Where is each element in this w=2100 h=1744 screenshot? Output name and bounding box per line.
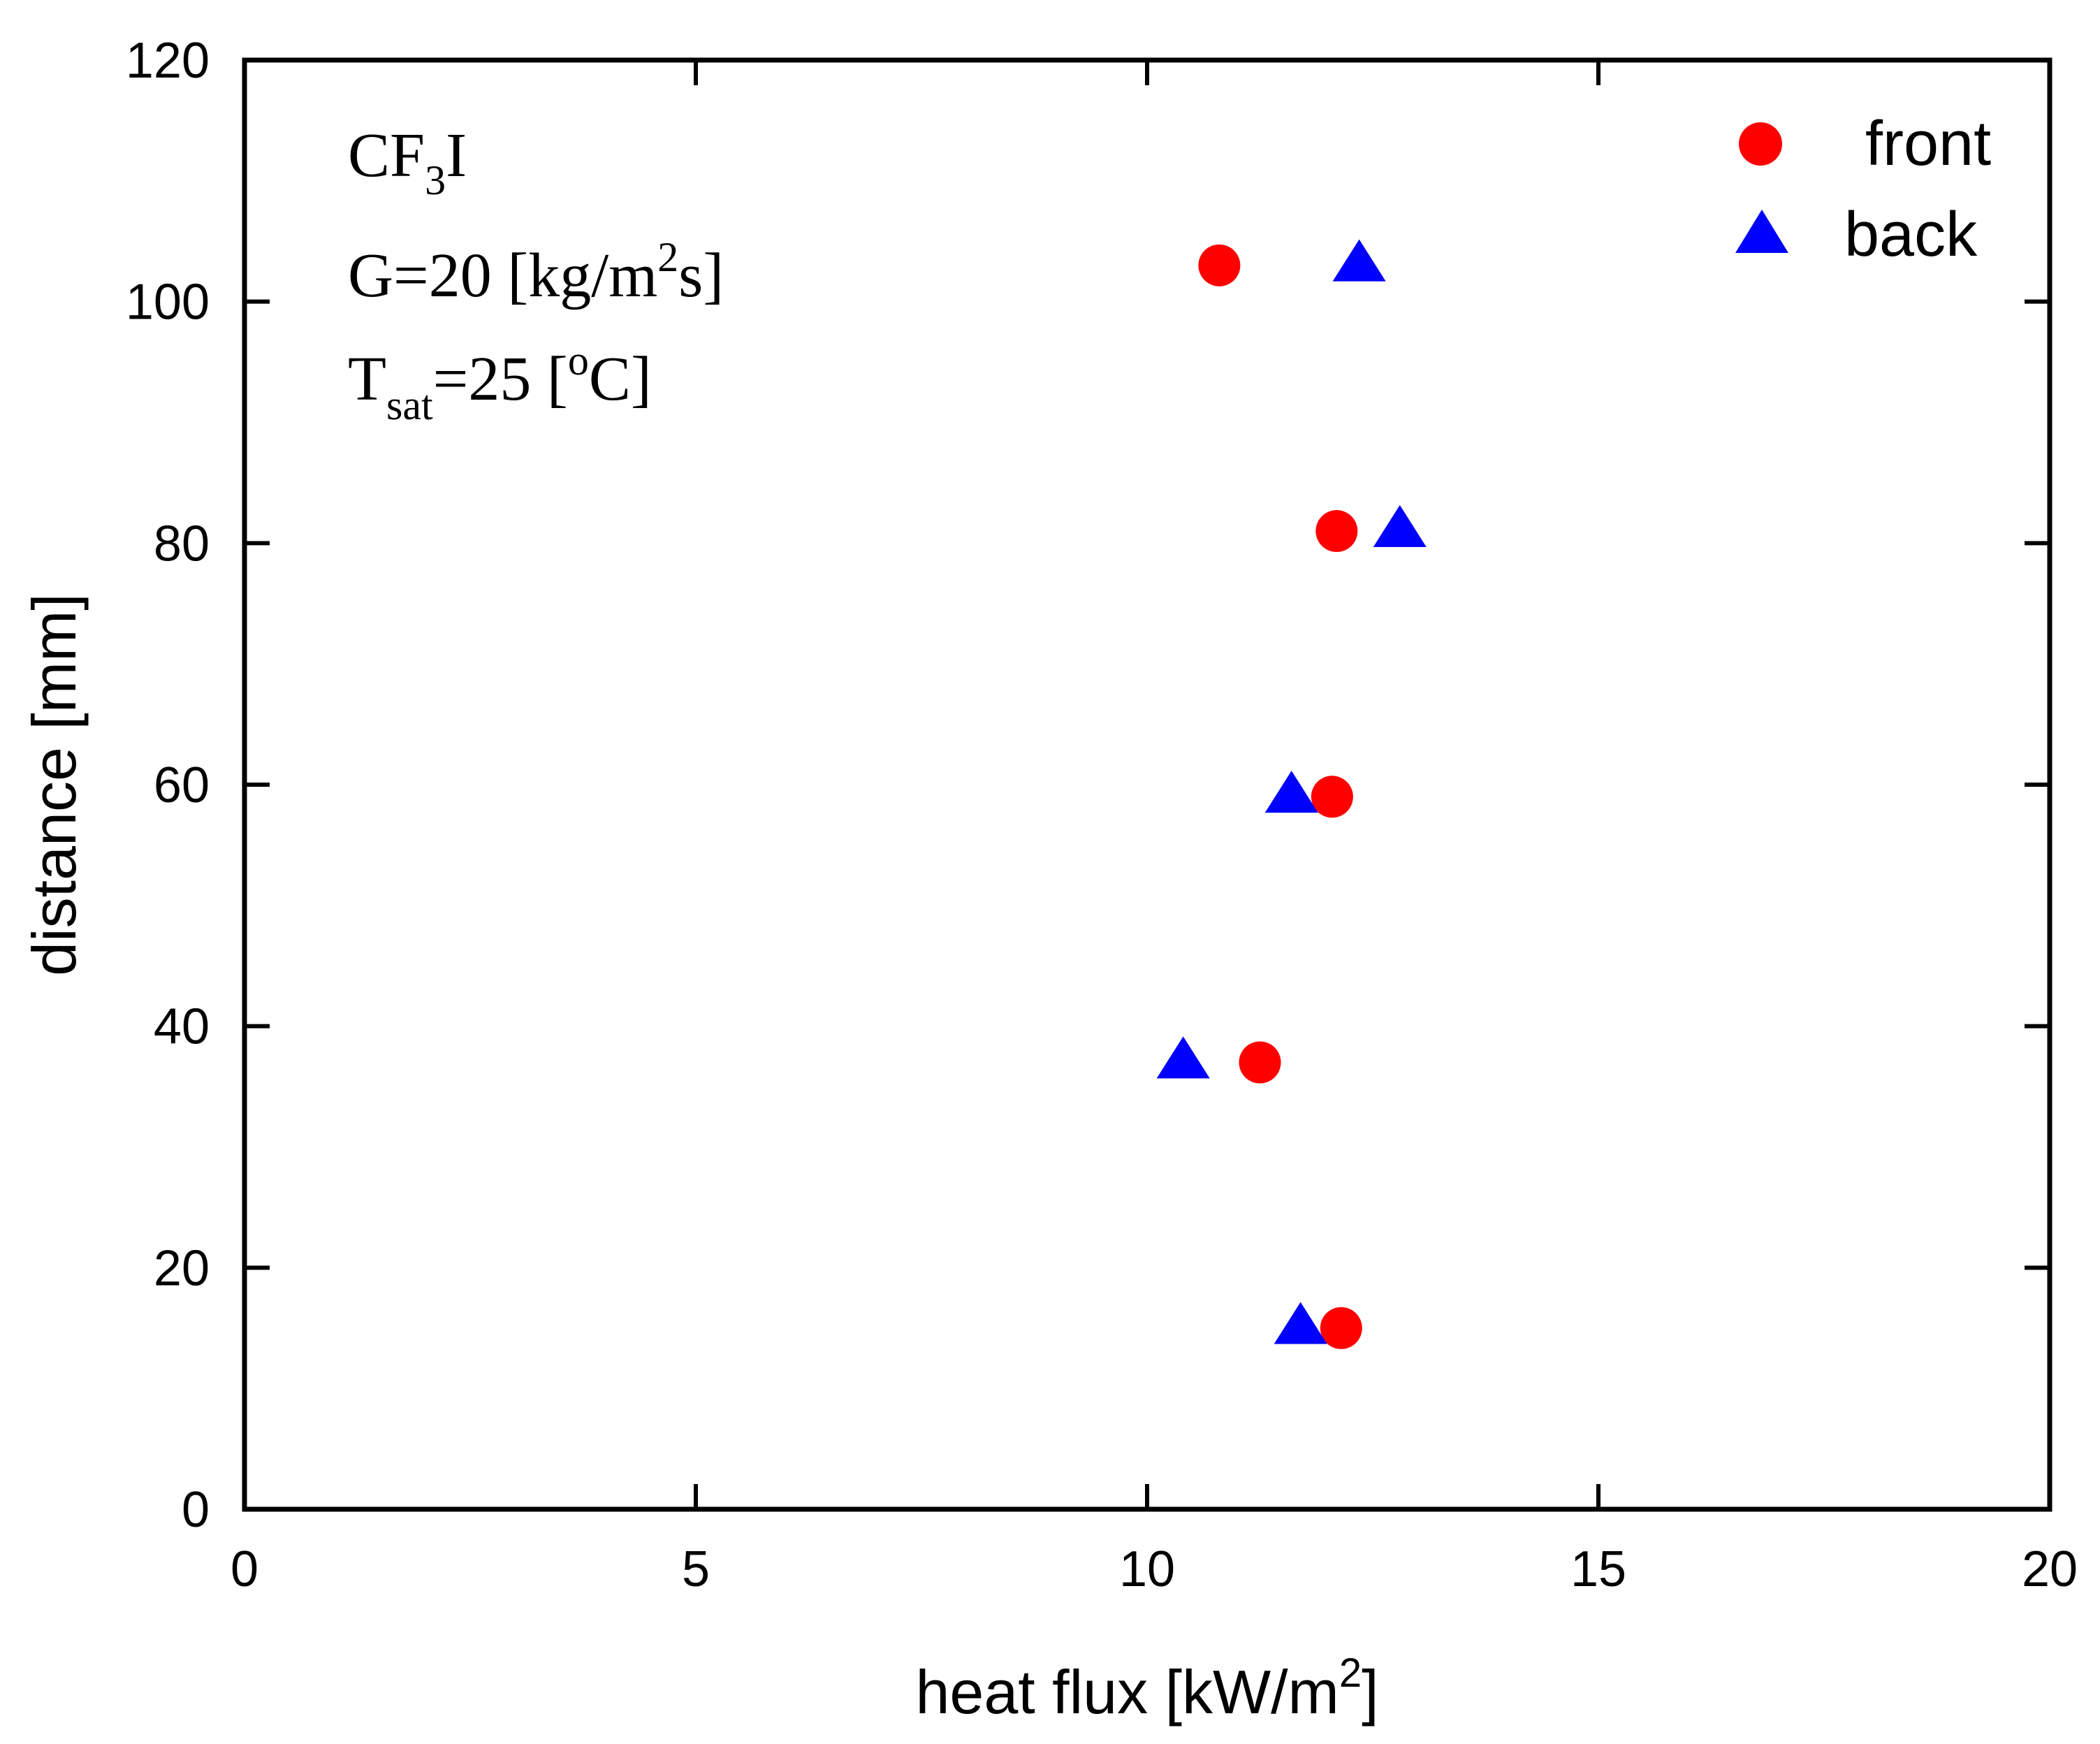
y-tick-label-40: 40 xyxy=(154,999,210,1055)
front-point-4 xyxy=(1320,1307,1362,1349)
legend-back-label: back xyxy=(1844,200,1978,270)
plot-area xyxy=(242,57,2052,1512)
x-tick-label-10: 10 xyxy=(1119,1541,1175,1597)
back-point-4 xyxy=(1274,1302,1327,1344)
x-tick-label-20: 20 xyxy=(2022,1541,2078,1597)
y-tick-label-120: 120 xyxy=(126,33,210,89)
x-tick-label-0: 0 xyxy=(231,1541,258,1597)
data-points xyxy=(1156,239,1427,1349)
annotation-mass-flux: G=20 [kg/m2s] xyxy=(348,234,724,310)
y-axis-ticks: 0 20 40 60 80 100 120 xyxy=(126,33,2050,1538)
back-point-2 xyxy=(1264,771,1318,813)
back-point-3 xyxy=(1156,1036,1210,1079)
y-tick-label-80: 80 xyxy=(154,516,210,572)
x-tick-label-15: 15 xyxy=(1570,1541,1626,1597)
y-tick-label-60: 60 xyxy=(154,757,210,813)
y-axis-title: distance [mm] xyxy=(20,593,89,976)
x-axis-ticks: 0 5 10 15 20 xyxy=(231,60,2078,1597)
y-tick-label-20: 20 xyxy=(154,1240,210,1296)
y-tick-label-100: 100 xyxy=(126,275,210,330)
legend-back-marker xyxy=(1735,210,1788,253)
annotation-saturation-temp: Tsat=25 [oC] xyxy=(348,337,652,428)
front-point-0 xyxy=(1198,244,1241,286)
y-tick-label-0: 0 xyxy=(182,1482,210,1538)
legend: front back xyxy=(1735,109,1991,270)
front-point-1 xyxy=(1315,510,1358,553)
legend-front-marker xyxy=(1739,122,1782,166)
legend-front-label: front xyxy=(1865,109,1991,179)
back-point-0 xyxy=(1332,239,1386,282)
front-point-3 xyxy=(1239,1041,1281,1084)
back-point-1 xyxy=(1373,504,1427,547)
annotation-fluid: CF3I xyxy=(348,121,467,203)
x-tick-label-5: 5 xyxy=(682,1541,710,1597)
x-axis-title: heat flux [kW/m2] xyxy=(915,1650,1378,1727)
front-point-2 xyxy=(1311,776,1353,818)
